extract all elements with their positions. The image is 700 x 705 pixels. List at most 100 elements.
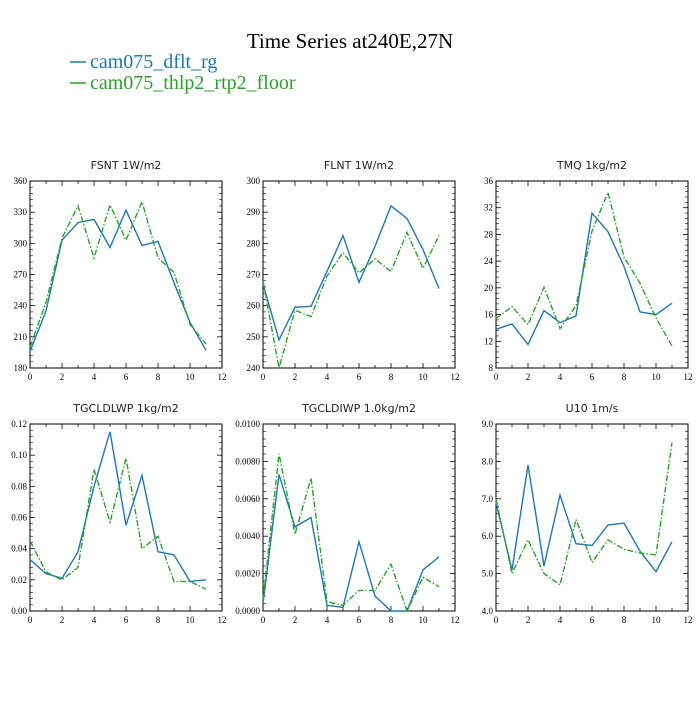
series-line-2 — [495, 442, 673, 586]
x-tick-label: 2 — [526, 372, 531, 382]
y-tick-label: 290 — [247, 207, 261, 217]
x-tick-label: 0 — [28, 615, 33, 625]
panel-4: TGCLDLWP 1kg/m2 0 2 4 6 8 10 12 0.00 0.02 0.04 0.06… — [11, 402, 226, 625]
panel-title: TGCLDLWP 1kg/m2 — [72, 402, 178, 415]
plot-frame — [262, 180, 456, 369]
y-tick-label: 300 — [14, 238, 28, 248]
x-tick-label: 0 — [261, 615, 266, 625]
x-tick-label: 12 — [218, 372, 227, 382]
y-tick-label: 0.12 — [11, 419, 27, 429]
panel-title: FSNT 1W/m2 — [91, 159, 162, 172]
panel-1: FSNT 1W/m2 0 2 4 6 8 10 12 180 210 240 270 300 330 360 — [14, 159, 227, 382]
x-tick-label: 8 — [389, 615, 394, 625]
series-line-2 — [495, 190, 673, 347]
panel-6: U10 1m/s 0 2 4 6 8 10 12 4.0 5.0 6.0 7.0 8.0 9.0 — [482, 402, 693, 625]
y-tick-label: 210 — [14, 332, 28, 342]
panel-title: TGCLDIWP 1.0kg/m2 — [301, 402, 416, 415]
x-tick-label: 0 — [494, 372, 499, 382]
legend: cam075_dflt_rg cam075_thlp2_rtp2_floor — [70, 51, 296, 94]
y-tick-label: 270 — [14, 270, 28, 280]
y-tick-label: 0.00 — [11, 606, 27, 616]
x-tick-label: 8 — [156, 615, 161, 625]
x-tick-label: 2 — [60, 615, 65, 625]
y-tick-label: 0.08 — [11, 481, 27, 491]
panel-title: U10 1m/s — [566, 402, 619, 415]
series-line-1 — [29, 208, 207, 352]
y-tick-label: 250 — [247, 332, 261, 342]
x-tick-label: 4 — [325, 615, 330, 625]
y-tick-label: 28 — [484, 229, 494, 239]
y-tick-label: 7.0 — [482, 494, 494, 504]
y-tick-label: 240 — [14, 301, 28, 311]
y-tick-label: 16 — [484, 310, 494, 320]
y-tick-label: 330 — [14, 207, 28, 217]
series-line-1 — [495, 464, 673, 573]
y-tick-label: 360 — [14, 176, 28, 186]
y-tick-label: 0.06 — [11, 513, 27, 523]
x-tick-label: 2 — [293, 615, 298, 625]
x-tick-label: 6 — [590, 372, 595, 382]
x-tick-label: 6 — [357, 615, 362, 625]
x-tick-label: 8 — [156, 372, 161, 382]
x-tick-label: 10 — [419, 372, 429, 382]
y-tick-label: 300 — [247, 176, 261, 186]
x-tick-label: 2 — [60, 372, 65, 382]
y-tick-label: 280 — [247, 238, 261, 248]
y-tick-label: 5.0 — [482, 569, 494, 579]
y-tick-label: 8.0 — [482, 456, 494, 466]
x-tick-label: 0 — [261, 372, 266, 382]
y-tick-label: 8 — [489, 363, 494, 373]
y-tick-label: 36 — [484, 176, 494, 186]
x-tick-label: 12 — [451, 615, 460, 625]
x-tick-label: 0 — [494, 615, 499, 625]
series-line-2 — [29, 458, 207, 590]
x-tick-label: 6 — [357, 372, 362, 382]
y-tick-label: 4.0 — [482, 606, 494, 616]
panel-2: FLNT 1W/m2 0 2 4 6 8 10 12 240 250 260 270 280 290 300 — [247, 159, 460, 382]
y-tick-label: 32 — [484, 203, 493, 213]
y-tick-label: 260 — [247, 301, 261, 311]
y-tick-label: 0.0020 — [235, 569, 260, 579]
x-tick-label: 8 — [622, 372, 627, 382]
y-tick-label: 0.0060 — [235, 494, 260, 504]
y-tick-label: 240 — [247, 363, 261, 373]
series-line-1 — [262, 204, 440, 342]
x-tick-label: 8 — [622, 615, 627, 625]
panel-5: TGCLDIWP 1.0kg/m2 0 2 4 6 8 10 12 0.0000 0.0020 0.… — [235, 402, 459, 625]
x-tick-label: 4 — [92, 615, 97, 625]
y-tick-label: 6.0 — [482, 531, 494, 541]
x-tick-label: 6 — [124, 615, 129, 625]
y-tick-label: 24 — [484, 256, 494, 266]
series-line-1 — [29, 431, 207, 583]
panel-title: FLNT 1W/m2 — [324, 159, 394, 172]
x-tick-label: 2 — [293, 372, 298, 382]
y-tick-label: 0.0100 — [235, 419, 260, 429]
y-tick-label: 0.0040 — [235, 531, 260, 541]
legend-label-2: cam075_thlp2_rtp2_floor — [90, 72, 296, 94]
panels: FSNT 1W/m20 2 4 6 8 10 12180210240270300330360… — [11, 159, 692, 625]
x-tick-label: 4 — [325, 372, 330, 382]
y-tick-label: 0.10 — [11, 450, 27, 460]
y-tick-label: 9.0 — [482, 419, 494, 429]
figure-title: Time Series at240E,27N — [247, 29, 453, 53]
series-line-2 — [262, 230, 440, 369]
y-tick-label: 0.02 — [11, 575, 27, 585]
series-line-1 — [495, 211, 673, 346]
x-tick-label: 4 — [92, 372, 97, 382]
x-tick-label: 4 — [558, 615, 563, 625]
x-tick-label: 10 — [652, 615, 662, 625]
x-tick-label: 6 — [124, 372, 129, 382]
y-tick-label: 12 — [484, 336, 493, 346]
panel-title: TMQ 1kg/m2 — [556, 159, 627, 172]
x-tick-label: 10 — [186, 372, 196, 382]
x-tick-label: 12 — [451, 372, 460, 382]
x-tick-label: 12 — [684, 615, 693, 625]
plot-frame — [495, 423, 689, 612]
x-tick-label: 2 — [526, 615, 531, 625]
legend-label-1: cam075_dflt_rg — [90, 51, 217, 73]
x-tick-label: 4 — [558, 372, 563, 382]
y-tick-label: 0.04 — [11, 544, 27, 554]
